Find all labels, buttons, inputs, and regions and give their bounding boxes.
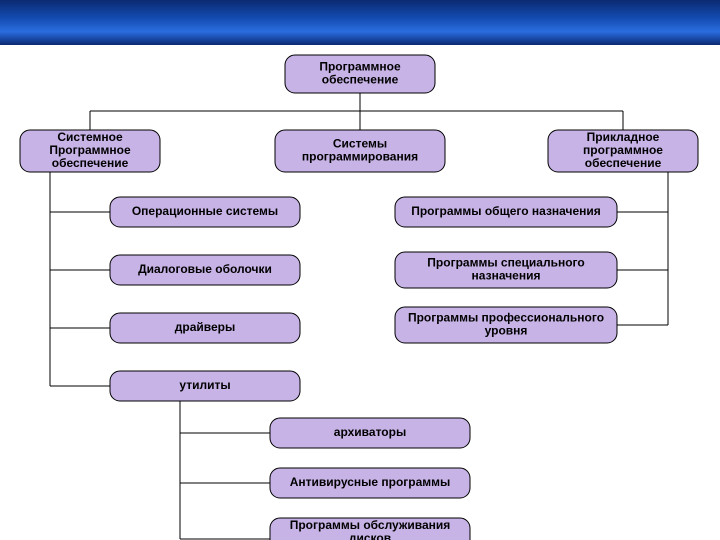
node-prof-text: Программы профессионального [408,311,604,325]
node-maint: Программы обслуживаниядискови операционн… [270,518,470,540]
node-spec-text: Программы специального [427,256,584,270]
node-gen-text: Программы общего назначения [411,204,601,218]
node-gen: Программы общего назначения [395,197,617,227]
nodes-group: ПрограммноеобеспечениеСистемноеПрограммн… [20,55,698,540]
node-root: Программноеобеспечение [285,55,435,93]
node-prog: Системыпрограммирования [275,130,445,172]
node-os-text: Операционные системы [132,204,278,218]
node-utils: утилиты [110,371,300,401]
node-arch-text: архиваторы [334,425,406,439]
node-sys-text: Программное [49,143,131,157]
node-root-text: обеспечение [322,73,399,87]
node-maint-text: Программы обслуживания [290,518,451,532]
node-sys-text: Системное [57,130,123,144]
node-sys: СистемноеПрограммноеобеспечение [20,130,160,172]
node-root-text: Программное [319,60,401,74]
node-app-text: обеспечение [585,156,662,170]
node-prog-text: программирования [302,150,418,164]
node-utils-text: утилиты [179,378,230,392]
node-spec-text: назначения [472,269,541,283]
node-prog-text: Системы [333,137,387,151]
node-drivers: драйверы [110,313,300,343]
node-arch: архиваторы [270,418,470,448]
node-prof-text: уровня [485,324,528,338]
node-drivers-text: драйверы [175,320,235,334]
node-prof: Программы профессиональногоуровня [395,307,617,343]
node-spec: Программы специальногоназначения [395,252,617,288]
node-app-text: Прикладное [587,130,660,144]
header-banner [0,0,720,45]
node-app: Прикладноепрограммноеобеспечение [548,130,698,172]
node-app-text: программное [583,143,663,157]
node-os: Операционные системы [110,197,300,227]
node-antivir-text: Антивирусные программы [290,475,451,489]
node-dialog: Диалоговые оболочки [110,255,300,285]
diagram-canvas: ПрограммноеобеспечениеСистемноеПрограммн… [0,45,720,540]
node-antivir: Антивирусные программы [270,468,470,498]
node-sys-text: обеспечение [52,156,129,170]
node-dialog-text: Диалоговые оболочки [138,262,272,276]
node-maint-text: дисков [349,531,391,540]
